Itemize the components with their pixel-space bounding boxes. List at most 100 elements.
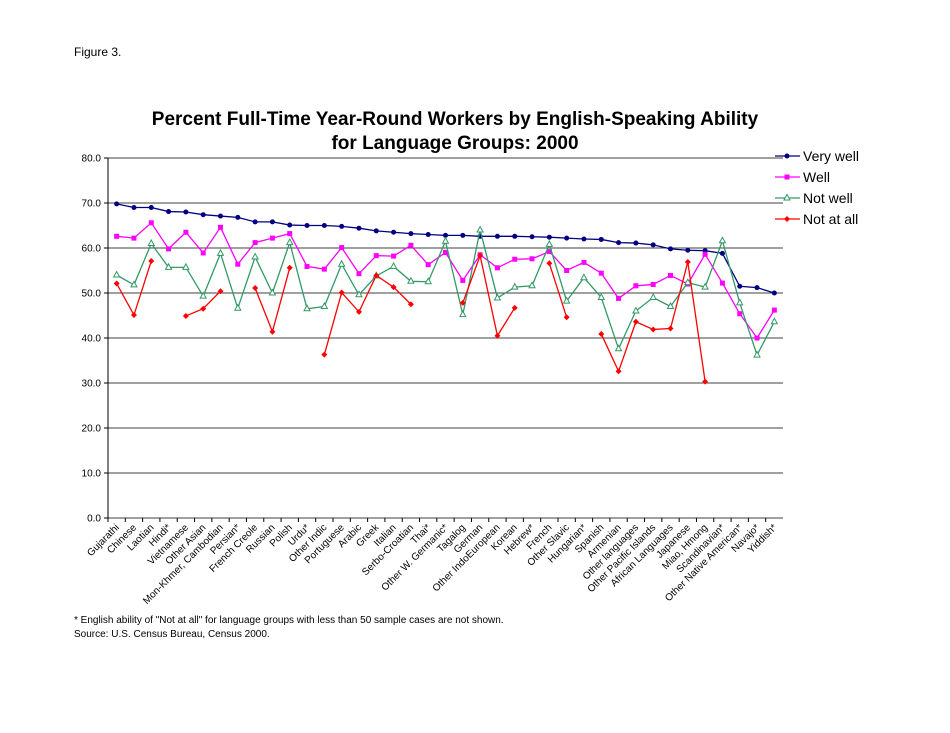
point <box>269 235 275 241</box>
point <box>389 261 398 269</box>
point <box>683 278 692 286</box>
point <box>356 225 362 231</box>
y-tick-label: 20.0 <box>82 424 102 435</box>
point <box>494 233 500 239</box>
point <box>754 285 760 291</box>
point <box>217 288 224 295</box>
point <box>632 318 639 325</box>
point <box>667 325 674 332</box>
y-tick-label: 50.0 <box>82 289 102 300</box>
y-tick-label: 10.0 <box>82 469 102 480</box>
legend-marker <box>783 193 791 201</box>
point <box>391 253 397 259</box>
point <box>581 259 587 265</box>
point <box>408 231 414 237</box>
point <box>408 242 414 248</box>
point <box>147 238 156 246</box>
point <box>615 368 622 375</box>
point <box>321 351 328 358</box>
point <box>373 228 379 234</box>
chart-title: for Language Groups: 2000 <box>331 133 578 154</box>
point <box>391 229 397 235</box>
point <box>512 233 518 239</box>
point <box>719 250 725 256</box>
point <box>356 271 362 277</box>
point <box>633 240 639 246</box>
point <box>131 205 137 210</box>
point <box>252 219 258 225</box>
point <box>668 246 673 252</box>
point <box>493 293 502 301</box>
point <box>407 276 415 284</box>
point <box>510 282 519 290</box>
point <box>477 252 484 259</box>
point <box>287 231 293 237</box>
point <box>650 281 656 287</box>
point <box>235 214 241 220</box>
point <box>581 236 587 242</box>
point <box>580 273 588 281</box>
point <box>545 239 554 247</box>
point <box>424 277 433 285</box>
point <box>286 264 293 271</box>
y-tick-label: 30.0 <box>82 379 102 390</box>
point <box>754 335 760 341</box>
legend-label: Not well <box>803 190 853 206</box>
point <box>476 225 484 233</box>
point <box>166 246 172 252</box>
point <box>650 242 656 248</box>
point <box>337 259 346 267</box>
point <box>321 266 327 272</box>
point <box>114 201 120 207</box>
point <box>339 245 345 251</box>
point <box>321 223 327 228</box>
point <box>285 238 294 246</box>
point <box>632 306 640 314</box>
chart-title: Percent Full-Time Year-Round Workers by … <box>152 109 759 130</box>
legend-marker <box>784 153 790 159</box>
point <box>338 289 345 296</box>
point <box>718 236 727 244</box>
point <box>562 296 571 304</box>
point <box>702 251 708 257</box>
point <box>460 277 466 283</box>
point <box>164 262 173 270</box>
point <box>269 219 275 225</box>
point <box>546 234 552 240</box>
point <box>598 330 605 337</box>
series-line <box>116 253 706 382</box>
point <box>564 268 570 273</box>
point <box>425 262 431 268</box>
point <box>511 304 518 311</box>
point <box>771 290 777 296</box>
point <box>425 232 431 237</box>
point <box>114 233 120 239</box>
point <box>443 232 448 238</box>
y-tick-label: 70.0 <box>82 199 102 210</box>
point <box>112 270 121 278</box>
point <box>269 328 276 335</box>
point <box>216 248 225 256</box>
point <box>719 280 725 286</box>
point <box>649 292 658 300</box>
point <box>753 350 761 358</box>
point <box>529 234 535 240</box>
point <box>702 378 709 385</box>
point <box>597 292 606 300</box>
legend-label: Well <box>803 169 830 185</box>
point <box>701 282 709 290</box>
y-tick-label: 80.0 <box>82 154 102 165</box>
point <box>182 262 190 270</box>
point <box>684 258 691 265</box>
point <box>563 314 570 321</box>
point <box>166 209 172 215</box>
point <box>148 220 154 226</box>
point <box>737 311 743 317</box>
point <box>616 295 622 301</box>
point <box>546 249 552 255</box>
point <box>268 288 277 296</box>
point <box>218 224 223 230</box>
point <box>303 304 311 312</box>
point <box>355 290 363 298</box>
